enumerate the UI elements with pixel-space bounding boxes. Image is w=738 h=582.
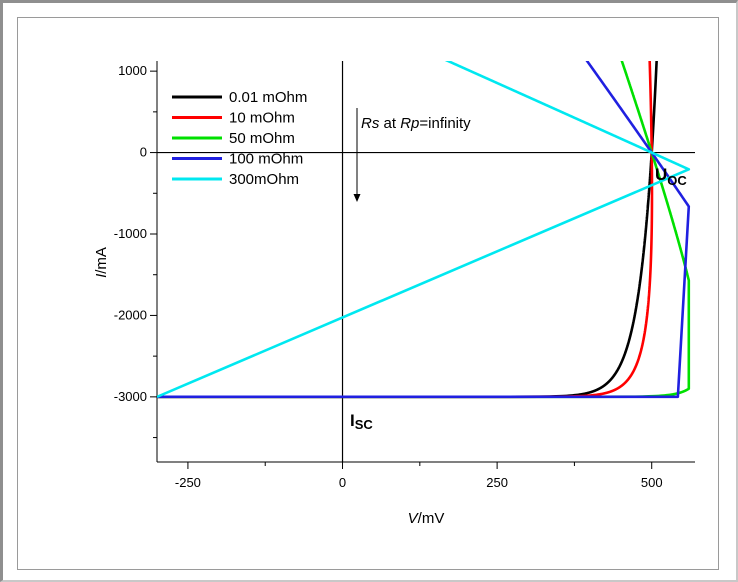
y-tick-label: -2000: [114, 307, 147, 322]
y-axis-title: I/mA: [93, 247, 110, 278]
iv-curve-series-2: [157, 61, 654, 399]
legend-label: 0.01 mOhm: [229, 89, 307, 106]
iv-curve-series-3: [157, 61, 691, 399]
legend-label: 300mOhm: [229, 171, 299, 188]
isc-label: ISC: [350, 411, 373, 432]
y-tick-label: 1000: [118, 63, 147, 78]
y-tick-label: -1000: [114, 226, 147, 241]
rs-arrow-head: [353, 194, 361, 202]
legend-label: 10 mOhm: [229, 110, 295, 127]
x-tick-label: 0: [339, 475, 346, 490]
x-tick-label: 500: [641, 475, 663, 490]
y-tick-label: 0: [140, 145, 147, 160]
rs-annotation: Rs at Rp=infinity: [361, 115, 471, 132]
legend-label: 100 mOhm: [229, 151, 303, 168]
iv-curve-series-1: [157, 61, 658, 399]
iv-curve-series-5: [157, 61, 691, 399]
chart-panel: [17, 17, 719, 570]
iv-curve-series-4: [157, 61, 691, 399]
x-tick-label: -250: [175, 475, 201, 490]
x-axis-title: V/mV: [408, 510, 445, 527]
x-tick-label: 250: [486, 475, 508, 490]
legend-label: 50 mOhm: [229, 130, 295, 147]
uoc-label: UOC: [655, 165, 687, 188]
y-tick-label: -3000: [114, 389, 147, 404]
